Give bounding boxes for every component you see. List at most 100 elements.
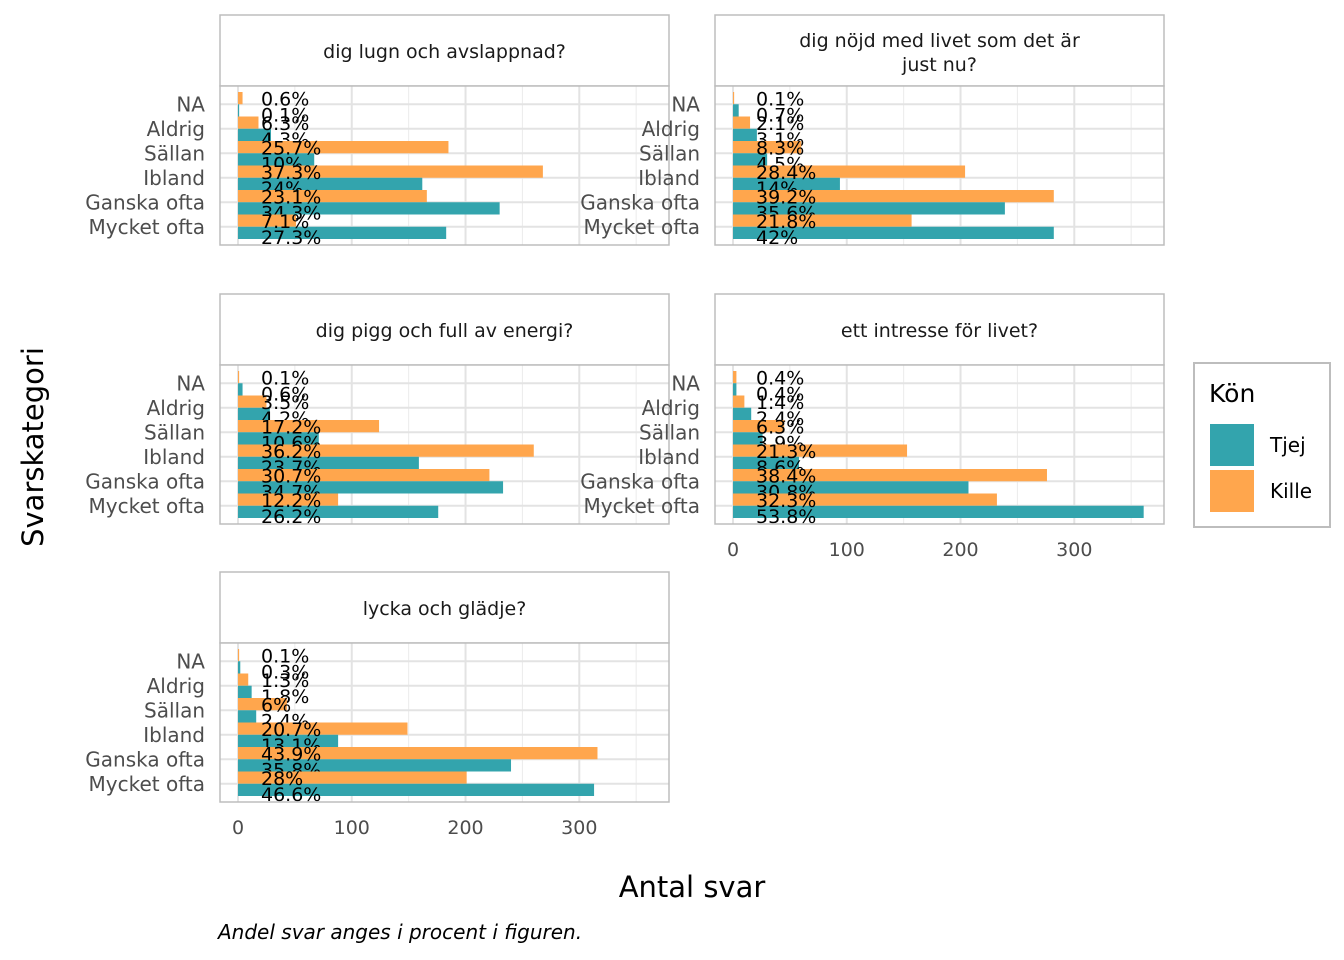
panel-border — [219, 85, 670, 246]
bar-kille — [733, 469, 1047, 482]
bar-tjej — [733, 383, 737, 396]
panel-strip — [714, 14, 1165, 87]
x-tick-label: 200 — [447, 817, 483, 839]
panel-title: dig pigg och full av energi? — [316, 320, 574, 342]
bar-tjej — [238, 202, 500, 215]
category-label: Sällan — [639, 141, 700, 165]
bar-tjej — [238, 505, 439, 518]
bar-kille — [238, 698, 287, 711]
bar-tjej — [238, 104, 240, 117]
chart-panels: dig lugn och avslappnad?NA 0.6%0.1%Aldrig… — [85, 14, 1165, 839]
x-axis-title: Antal svar — [619, 870, 766, 904]
bar-kille — [238, 116, 259, 129]
bar-label-tjej: 0.4% — [756, 384, 804, 406]
category-label: Mycket ofta — [584, 215, 700, 239]
category-label: Ganska ofta — [580, 469, 700, 493]
bar-kille — [733, 493, 997, 506]
bar-label-kille: 20.7% — [261, 719, 321, 741]
category-label: Ibland — [143, 166, 205, 190]
bar-label-kille: 23.1% — [261, 186, 321, 208]
bar-label-kille: 0.1% — [261, 645, 309, 667]
bar-tjej — [733, 432, 763, 445]
x-tick-label: 200 — [942, 539, 978, 561]
y-axis-title: Svarskategori — [16, 347, 50, 547]
bar-label-kille: 3.5% — [261, 392, 309, 414]
x-tick-label: 300 — [1056, 539, 1092, 561]
bar-tjej — [733, 177, 840, 190]
bar-kille — [238, 214, 297, 227]
legend-label-kille: Kille — [1270, 479, 1312, 503]
bar-kille — [733, 165, 966, 178]
x-tick-label: 0 — [727, 539, 739, 561]
bar-kille — [238, 673, 249, 686]
bar-tjej — [733, 153, 768, 166]
legend-title: Kön — [1209, 379, 1255, 408]
bar-kille — [733, 371, 737, 384]
category-label: Ganska ofta — [85, 747, 205, 771]
bar-label-kille: 36.2% — [261, 441, 321, 463]
bar-label-kille: 12.2% — [261, 490, 321, 512]
panel-title: dig lugn och avslappnad? — [323, 41, 566, 63]
category-label: Ibland — [143, 723, 205, 747]
bar-label-kille: 17.2% — [261, 416, 321, 438]
category-label: Mycket ofta — [89, 772, 205, 796]
bar-label-tjej: 27.3% — [261, 227, 321, 249]
bar-label-kille: 0.1% — [756, 88, 804, 110]
bar-label-kille: 28.4% — [756, 162, 816, 184]
bar-tjej — [733, 505, 1144, 518]
bar-label-tjej: 42% — [756, 227, 798, 249]
bar-tjej — [238, 153, 315, 166]
bar-kille — [733, 214, 912, 227]
bar-label-tjej: 26.2% — [261, 506, 321, 528]
bar-label-kille: 2.1% — [756, 113, 804, 135]
category-label: Aldrig — [147, 117, 205, 141]
category-label: Aldrig — [642, 117, 700, 141]
bar-kille — [238, 722, 408, 735]
bar-tjej — [238, 407, 270, 420]
legend: Kön Tjej Kille — [1193, 362, 1331, 528]
bar-kille — [238, 141, 449, 154]
bar-kille — [238, 469, 490, 482]
category-label: Sällan — [144, 420, 205, 444]
bar-label-kille: 43.9% — [261, 743, 321, 765]
bar-label-kille: 7.1% — [261, 211, 309, 233]
bar-tjej — [733, 456, 799, 469]
bar-label-kille: 6% — [261, 694, 291, 716]
bar-kille — [238, 420, 380, 433]
bar-tjej — [238, 783, 595, 796]
bar-label-kille: 30.7% — [261, 465, 321, 487]
panel-title: dig nöjd med livet som det är just nu? — [799, 30, 1080, 76]
chart-caption: Andel svar anges i procent i figuren. — [216, 920, 582, 944]
bar-label-kille: 0.4% — [756, 367, 804, 389]
category-label: NA — [176, 649, 205, 673]
panel-title: lycka och glädje? — [363, 598, 527, 620]
bar-label-kille: 21.8% — [756, 211, 816, 233]
bar-kille — [238, 493, 339, 506]
bar-label-kille: 1.3% — [261, 670, 309, 692]
bar-tjej — [733, 226, 1054, 239]
bar-tjej — [238, 759, 512, 772]
category-label: Sällan — [144, 141, 205, 165]
panel-border — [219, 364, 670, 525]
category-label: Sällan — [144, 698, 205, 722]
panel-3: dig pigg och full av energi? NA 0.1%0.6% Al… — [85, 293, 670, 528]
category-label: Aldrig — [147, 396, 205, 420]
bar-kille — [733, 420, 785, 433]
bar-label-kille: 25.7% — [261, 137, 321, 159]
x-tick-label: 300 — [561, 817, 597, 839]
category-label: Ganska ofta — [85, 469, 205, 493]
bar-kille — [733, 116, 751, 129]
bar-label-tjej: 0.7% — [756, 105, 804, 127]
bar-tjej — [733, 104, 739, 117]
legend-label-tjej: Tjej — [1269, 433, 1306, 457]
bar-kille — [733, 141, 802, 154]
category-label: Mycket ofta — [584, 494, 700, 518]
bar-label-kille: 1.4% — [756, 392, 804, 414]
category-label: Ganska ofta — [85, 190, 205, 214]
bar-kille — [238, 395, 267, 408]
panel-1: dig lugn och avslappnad? NA 0.6%0.1% Aldrig… — [85, 14, 670, 249]
category-label: Ibland — [638, 166, 700, 190]
panel-strip — [219, 14, 670, 87]
panel-5: lycka och glädje?NA 0.1%0.3%Aldrig 1.3%1.8… — [85, 571, 670, 839]
bar-tjej — [733, 481, 969, 494]
